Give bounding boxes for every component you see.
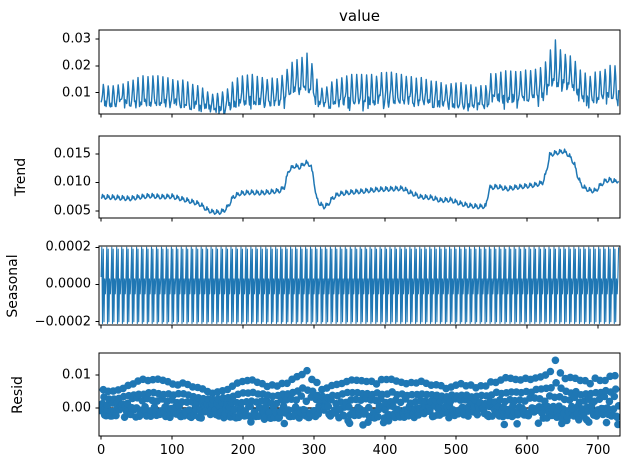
y-tick-label-resid: 0.00 <box>62 400 91 416</box>
y-tick-label-observed: 0.03 <box>62 31 91 47</box>
trend-line <box>100 148 620 216</box>
y-tick-label-trend: 0.005 <box>53 203 91 219</box>
x-tick-label: 400 <box>372 443 398 458</box>
y-tick-label-trend: 0.015 <box>53 146 91 162</box>
chart-title: value <box>339 7 380 25</box>
y-tick-label-seasonal: 0.0000 <box>45 276 92 292</box>
y-tick-label-resid: 0.01 <box>62 367 91 383</box>
x-tick-label: 500 <box>443 443 469 458</box>
y-tick-label-trend: 0.010 <box>53 174 91 190</box>
x-tick-label: 100 <box>159 443 185 458</box>
observed-line <box>100 39 620 114</box>
y-tick-label-seasonal: −0.0002 <box>34 314 91 330</box>
y-tick-label-observed: 0.02 <box>62 58 91 74</box>
x-tick-label: 0 <box>96 443 106 458</box>
x-tick-label: 700 <box>585 443 611 458</box>
x-tick-label: 600 <box>514 443 540 458</box>
seasonal-line <box>100 246 620 325</box>
y-tick-label-seasonal: 0.0002 <box>45 239 92 255</box>
resid-scatter <box>99 356 620 429</box>
y-tick-label-observed: 0.01 <box>62 85 91 101</box>
x-tick-label: 300 <box>301 443 327 458</box>
axes-spines <box>95 29 621 440</box>
x-tick-label: 200 <box>230 443 256 458</box>
